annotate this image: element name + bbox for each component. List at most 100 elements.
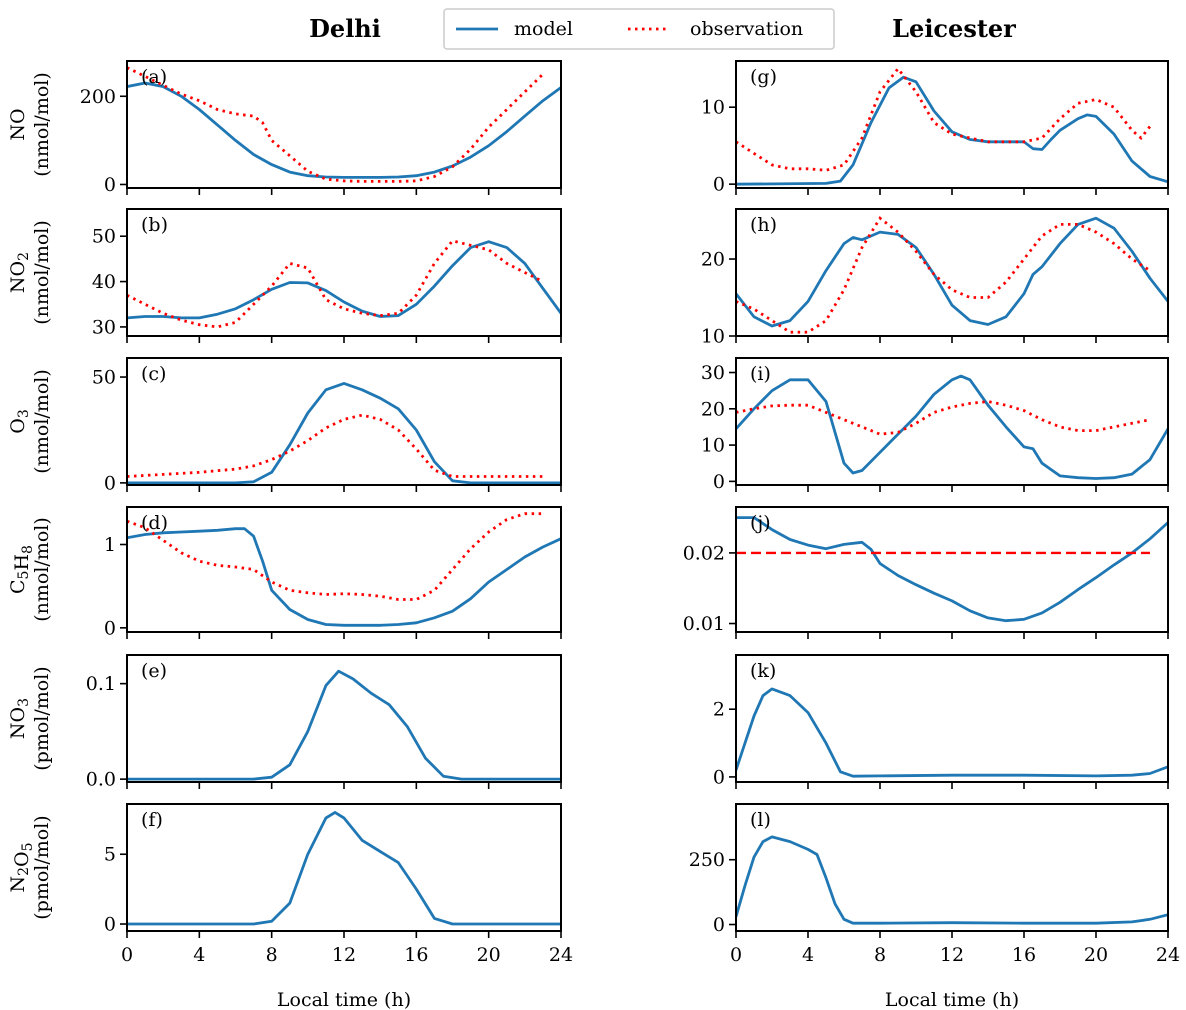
y-tick-label: 20 — [701, 249, 725, 271]
panel-h: 10 20 (h) — [701, 208, 1169, 348]
panel-c: 0 50 (c) O3 (nmol/mol) — [7, 357, 562, 494]
y-tick-label: 0.1 — [86, 673, 116, 695]
axes-frame — [735, 208, 1169, 337]
x-tick-label: 4 — [193, 944, 205, 966]
panel-label-a: (a) — [141, 66, 167, 88]
y-tick-label: 2 — [713, 699, 725, 721]
x-tick-label: 16 — [404, 944, 428, 966]
panel-a: 0 200 (a) NO (nmol/mol) — [7, 60, 562, 196]
y-axis-label: NO3 — [7, 698, 32, 739]
axes-frame — [735, 803, 1169, 932]
panel-label-h: (h) — [750, 214, 777, 236]
delhi-column-title: Delhi — [309, 14, 381, 43]
observation-series-line — [127, 512, 543, 601]
observation-series-line — [127, 239, 544, 329]
model-series-line — [736, 374, 1168, 480]
axes-frame — [735, 654, 1169, 783]
y-tick-label: 5 — [104, 844, 116, 866]
y-tick-label: 10 — [701, 326, 725, 348]
panel-i: 0 10 20 30 (i) — [701, 357, 1169, 493]
y-axis-label: O3 — [7, 409, 32, 434]
y-tick-label: 0 — [713, 174, 725, 196]
panel-label-d: (d) — [141, 512, 168, 534]
y-tick-label: 50 — [92, 367, 116, 389]
x-tick-label: 4 — [802, 944, 814, 966]
model-series-line — [736, 687, 1168, 778]
panel-e: 0.0 0.1 (e) NO3 (pmol/mol) — [7, 654, 562, 791]
x-tick-label: 20 — [1084, 944, 1108, 966]
model-series-line — [127, 669, 561, 781]
observation-series-line — [127, 66, 544, 183]
y-tick-label: 10 — [701, 97, 725, 119]
leicester-column-title: Leicester — [892, 14, 1016, 43]
model-series-line — [127, 81, 561, 179]
panel-label-i: (i) — [750, 363, 771, 385]
model-series-line — [127, 527, 561, 627]
y-tick-label: 0 — [104, 617, 116, 639]
panel-label-b: (b) — [141, 214, 168, 236]
y-axis-label: C5H8 — [7, 545, 36, 594]
x-tick-label: 12 — [332, 944, 356, 966]
y-tick-label: 0 — [104, 174, 116, 196]
panel-label-j: (j) — [750, 512, 771, 534]
y-axis-unit: (pmol/mol) — [31, 666, 53, 770]
observation-series-line — [736, 66, 1152, 172]
y-axis-unit: (nmol/mol) — [31, 369, 53, 474]
y-axis-unit: (nmol/mol) — [31, 72, 53, 177]
y-axis-label: N2O5 — [7, 842, 36, 892]
xlabel-delhi: Local time (h) — [277, 989, 411, 1010]
axes-frame — [126, 357, 562, 486]
xlabel-leicester: Local time (h) — [885, 989, 1019, 1010]
model-series-line — [736, 835, 1168, 925]
x-tick-label: 0 — [121, 944, 133, 966]
observation-series-line — [736, 216, 1151, 334]
panel-label-e: (e) — [141, 660, 167, 682]
y-tick-label: 1 — [104, 534, 116, 556]
y-tick-label: 10 — [701, 435, 725, 457]
y-axis-label: NO2 — [7, 252, 32, 293]
legend-model-label: model — [514, 18, 573, 40]
y-axis-unit: (pmol/mol) — [31, 815, 53, 919]
y-tick-label: 200 — [80, 86, 116, 108]
y-tick-label: 30 — [92, 316, 116, 338]
legend: model observation — [443, 8, 835, 50]
y-tick-label: 40 — [92, 271, 116, 293]
axes-frame — [126, 803, 562, 932]
panel-g: 0 10 (g) — [701, 60, 1169, 196]
y-tick-label: 0.01 — [683, 613, 725, 635]
observation-series-line — [127, 413, 543, 478]
panel-k: 0 2 (k) — [713, 654, 1169, 789]
panel-label-l: (l) — [750, 809, 771, 831]
y-tick-label: 30 — [701, 362, 725, 384]
y-axis-label: NO — [7, 108, 29, 140]
panel-b: 30 40 50 (b) NO2 (nmol/mol) — [7, 208, 562, 343]
model-series-line — [127, 811, 561, 926]
panel-l: 0 4 8 12 16 20 24 0 250 (l) — [689, 803, 1180, 966]
x-tick-label: 12 — [940, 944, 964, 966]
x-tick-label: 24 — [549, 944, 573, 966]
axes-frame — [735, 357, 1169, 486]
x-tick-label: 8 — [874, 944, 886, 966]
x-tick-label: 24 — [1156, 944, 1180, 966]
panel-f: 0 4 8 12 16 20 24 0 5 (f) N2O5(pmol/mol) — [7, 803, 573, 966]
model-series-line — [127, 382, 561, 485]
y-tick-label: 0 — [104, 472, 116, 494]
y-tick-label: 250 — [689, 849, 725, 871]
x-tick-label: 0 — [730, 944, 742, 966]
y-tick-label: 0 — [104, 914, 116, 936]
y-axis-unit: (nmol/mol) — [31, 220, 53, 325]
model-series-line — [736, 216, 1168, 328]
panel-d: 0 1 (d) C5H8(nmol/mol) — [7, 506, 562, 639]
axes-frame — [126, 506, 562, 633]
y-tick-label: 20 — [701, 398, 725, 420]
panel-j: 0.01 0.02 (j) — [683, 506, 1169, 639]
y-tick-label: 0.0 — [86, 769, 116, 791]
y-tick-label: 0 — [713, 471, 725, 493]
panel-label-k: (k) — [750, 660, 776, 682]
model-series-line — [127, 240, 561, 320]
y-axis-unit: (nmol/mol) — [31, 517, 53, 622]
observation-series-line — [736, 400, 1151, 436]
axes-frame — [735, 506, 1169, 633]
model-series-line — [736, 516, 1168, 623]
